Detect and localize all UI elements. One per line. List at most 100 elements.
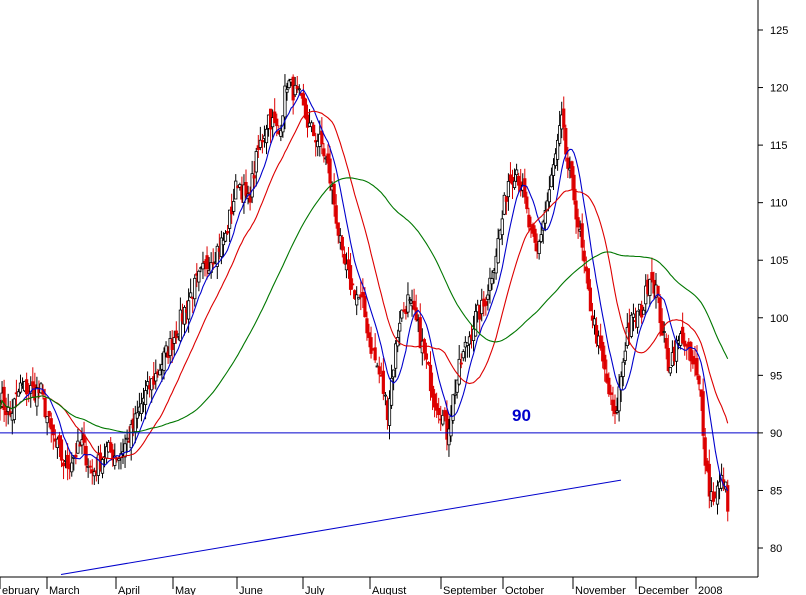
y-tick-label: 90 xyxy=(770,428,782,440)
candle xyxy=(361,278,365,309)
candle-body xyxy=(258,139,262,148)
candle xyxy=(576,208,580,239)
candle xyxy=(648,278,652,307)
candle-body xyxy=(252,175,256,179)
candle xyxy=(322,142,326,163)
candle xyxy=(539,223,543,244)
candle xyxy=(250,160,254,204)
candle-body xyxy=(418,317,422,349)
candle xyxy=(342,246,347,265)
moving-averages xyxy=(0,89,729,492)
candle-body xyxy=(451,394,455,421)
candle xyxy=(387,390,392,440)
candle-body xyxy=(394,343,398,369)
candle-body xyxy=(502,194,506,215)
candle xyxy=(689,340,693,372)
candle-body xyxy=(510,176,515,185)
candle-body xyxy=(279,129,283,137)
candle-body xyxy=(2,386,6,411)
candle xyxy=(603,345,607,382)
candle-body xyxy=(582,250,586,262)
candle xyxy=(582,239,586,274)
candle-body xyxy=(674,339,679,362)
month-label: May xyxy=(175,585,196,595)
candle-body xyxy=(51,424,55,436)
candle-body xyxy=(16,391,21,397)
candle xyxy=(609,384,613,406)
candle xyxy=(215,243,219,279)
candle-body xyxy=(332,183,336,205)
candle xyxy=(426,361,431,366)
candle-body xyxy=(31,381,35,387)
candle-body xyxy=(248,192,252,203)
candle xyxy=(547,176,552,209)
candle xyxy=(211,248,215,270)
candle-body xyxy=(453,393,457,396)
candle-body xyxy=(305,114,310,128)
candle-body xyxy=(580,223,584,248)
candle xyxy=(459,353,463,369)
candle xyxy=(357,297,361,300)
candle xyxy=(621,358,625,387)
month-label: March xyxy=(49,585,80,595)
candle xyxy=(668,367,672,377)
candle xyxy=(61,459,66,480)
candle-body xyxy=(350,283,355,286)
candle xyxy=(572,166,576,205)
candle xyxy=(615,397,619,415)
candle xyxy=(681,312,685,345)
candle xyxy=(260,133,265,154)
candle-body xyxy=(697,375,701,385)
candle-body xyxy=(59,439,64,461)
candle-body xyxy=(457,358,461,385)
candle xyxy=(461,349,465,362)
candle-body xyxy=(219,237,223,257)
candle-body xyxy=(328,158,332,184)
candle-body xyxy=(283,85,287,118)
candle xyxy=(12,397,16,424)
candle xyxy=(607,372,611,397)
candle xyxy=(437,397,441,424)
candle xyxy=(225,224,230,235)
candle-body xyxy=(517,175,521,186)
candle xyxy=(51,424,55,450)
candle-body xyxy=(275,118,279,127)
candle xyxy=(412,288,416,311)
candle xyxy=(45,416,49,436)
candle-body xyxy=(303,98,308,119)
candle-body xyxy=(18,382,23,393)
candle xyxy=(525,191,529,214)
candle-body xyxy=(715,485,720,505)
candle xyxy=(88,460,92,474)
candle xyxy=(549,167,554,188)
candle-body xyxy=(186,300,191,320)
candle-body xyxy=(197,270,201,283)
month-label: April xyxy=(118,585,140,595)
candle-body xyxy=(205,255,209,270)
candle xyxy=(305,104,310,138)
candle-body xyxy=(412,300,416,310)
candle xyxy=(158,363,162,376)
candle-body xyxy=(113,455,117,466)
candle xyxy=(650,257,654,283)
candle xyxy=(273,98,277,124)
candle xyxy=(328,146,332,192)
candle xyxy=(373,333,377,363)
candle-body xyxy=(486,294,490,300)
candle-body xyxy=(189,292,193,298)
candle-body xyxy=(547,189,552,203)
candle xyxy=(435,392,439,418)
y-tick-label: 95 xyxy=(770,370,782,382)
candle-body xyxy=(631,313,636,318)
candle xyxy=(334,194,338,229)
candle-body xyxy=(609,392,613,395)
candle-body xyxy=(365,318,369,334)
candle-body xyxy=(340,236,344,251)
candle-body xyxy=(617,386,621,412)
candle xyxy=(295,75,299,93)
candle xyxy=(189,278,193,299)
month-label: November xyxy=(575,585,626,595)
candle xyxy=(340,235,344,258)
candle-body xyxy=(238,184,242,188)
candle xyxy=(510,169,515,199)
